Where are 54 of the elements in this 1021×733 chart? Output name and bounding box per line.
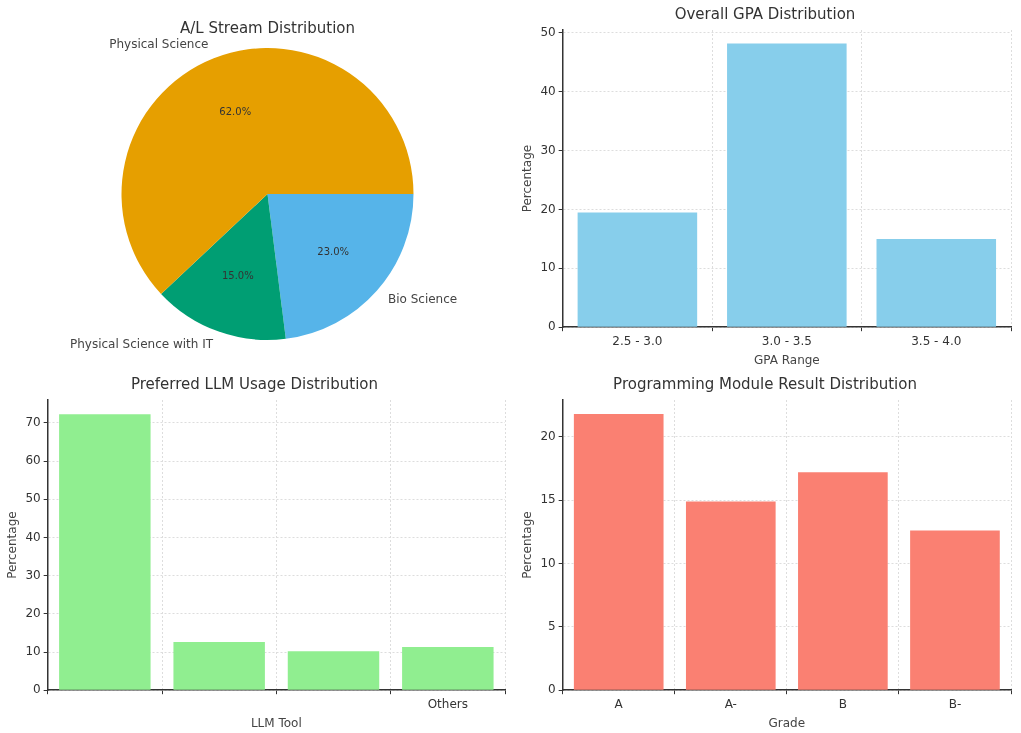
x-tick-label: B [838,696,847,711]
y-tick-label: 10 [540,260,556,275]
slice-label: Physical Science with IT [69,337,214,352]
bar [287,651,380,690]
y-tick-label: 10 [25,644,41,659]
y-tick-label: 20 [540,201,556,216]
x-tick-label: B- [948,696,962,711]
y-tick-label: 50 [25,491,41,506]
bar [727,43,847,327]
y-tick-label: 5 [548,618,556,633]
data-label: 23.0% [317,245,350,257]
bar [876,238,997,327]
x-tick-label: Others [427,696,468,711]
y-tick-label: 10 [540,555,556,570]
bar [577,212,698,327]
x-axis-title: Grade [768,715,806,730]
y-tick-label: 40 [540,83,556,98]
y-tick-label: 70 [25,415,41,430]
x-tick-label: 3.5 - 4.0 [911,333,962,348]
bar [798,472,888,690]
y-tick-label: 0 [548,319,556,334]
y-tick-label: 50 [540,25,556,40]
y-tick-label: 20 [25,605,41,620]
chart-title: Overall GPA Distribution [674,4,856,23]
bar [573,413,664,690]
y-tick-label: 0 [548,682,556,697]
bar [173,642,265,690]
chart-title: A/L Stream Distribution [180,18,355,37]
bar [402,647,494,690]
y-tick-label: 20 [540,428,556,443]
y-tick-label: 30 [25,567,41,582]
y-axis-title: Percentage [520,144,535,213]
y-tick-label: 0 [33,682,41,697]
y-tick-label: 60 [25,453,41,468]
chart-title: Programming Module Result Distribution [613,374,917,393]
data-label: 15.0% [221,270,254,282]
chart-title: Preferred LLM Usage Distribution [130,374,379,393]
x-tick-label: A- [724,696,737,711]
bar [59,414,151,690]
bar [910,530,1000,690]
y-axis-title: Percentage [5,511,20,579]
y-tick-label: 40 [25,529,41,544]
x-tick-label: 2.5 - 3.0 [612,333,663,348]
x-axis-title: GPA Range [753,352,820,367]
x-axis-title: LLM Tool [250,715,302,730]
x-tick-label: 3.0 - 3.5 [761,333,812,348]
y-tick-label: 30 [540,142,556,157]
slice-label: Bio Science [387,292,458,307]
x-tick-label: A [614,696,624,711]
bar [685,501,776,690]
data-label: 62.0% [219,106,252,118]
y-tick-label: 15 [540,492,556,507]
y-axis-title: Percentage [520,511,535,579]
slice-label: Physical Science [109,36,209,51]
